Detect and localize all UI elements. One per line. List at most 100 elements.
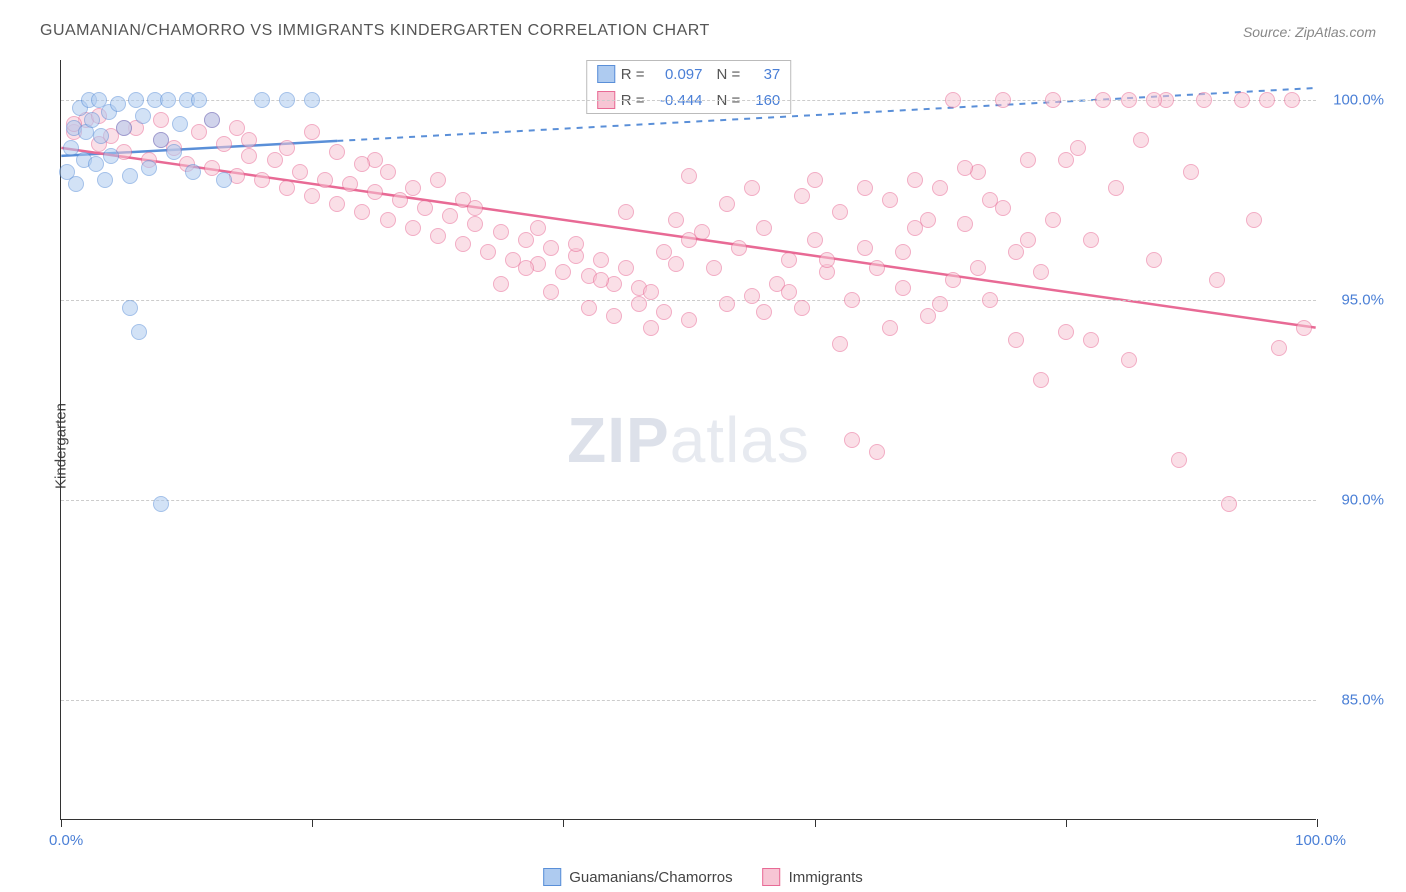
data-point: [907, 172, 923, 188]
data-point: [932, 180, 948, 196]
data-point: [122, 300, 138, 316]
x-tick-end: 100.0%: [1295, 832, 1346, 849]
data-point: [920, 308, 936, 324]
data-point: [380, 212, 396, 228]
data-point: [97, 172, 113, 188]
data-point: [1121, 92, 1137, 108]
legend-label: Immigrants: [789, 869, 863, 886]
data-point: [1045, 92, 1061, 108]
data-point: [405, 220, 421, 236]
data-point: [153, 496, 169, 512]
data-point: [1058, 324, 1074, 340]
data-point: [1108, 180, 1124, 196]
data-point: [329, 196, 345, 212]
data-point: [756, 304, 772, 320]
data-point: [744, 288, 760, 304]
data-point: [781, 284, 797, 300]
legend-label: Guamanians/Chamorros: [569, 869, 732, 886]
data-point: [1121, 352, 1137, 368]
data-point: [166, 144, 182, 160]
data-point: [229, 120, 245, 136]
data-point: [204, 160, 220, 176]
data-point: [945, 92, 961, 108]
data-point: [618, 204, 634, 220]
data-point: [668, 212, 684, 228]
data-point: [606, 308, 622, 324]
data-point: [153, 112, 169, 128]
x-tick: [815, 819, 816, 827]
data-point: [882, 320, 898, 336]
data-point: [643, 284, 659, 300]
data-point: [267, 152, 283, 168]
data-point: [153, 132, 169, 148]
data-point: [354, 204, 370, 220]
y-tick-label: 90.0%: [1341, 492, 1384, 509]
data-point: [1196, 92, 1212, 108]
data-point: [1209, 272, 1225, 288]
data-point: [945, 272, 961, 288]
data-point: [781, 252, 797, 268]
data-point: [882, 192, 898, 208]
x-tick-start: 0.0%: [49, 832, 83, 849]
data-point: [995, 92, 1011, 108]
data-point: [844, 432, 860, 448]
legend-r-value: 0.097: [651, 66, 703, 83]
data-point: [1146, 92, 1162, 108]
data-point: [518, 260, 534, 276]
data-point: [656, 244, 672, 260]
data-point: [93, 128, 109, 144]
gridline: [61, 500, 1316, 501]
data-point: [1271, 340, 1287, 356]
data-point: [530, 220, 546, 236]
data-point: [430, 172, 446, 188]
data-point: [581, 300, 597, 316]
data-point: [982, 192, 998, 208]
data-point: [920, 212, 936, 228]
data-point: [216, 172, 232, 188]
data-point: [131, 324, 147, 340]
data-point: [128, 92, 144, 108]
data-point: [656, 304, 672, 320]
data-point: [932, 296, 948, 312]
data-point: [430, 228, 446, 244]
data-point: [1171, 452, 1187, 468]
data-point: [794, 300, 810, 316]
data-point: [1296, 320, 1312, 336]
data-point: [84, 112, 100, 128]
data-point: [279, 180, 295, 196]
data-point: [1083, 232, 1099, 248]
data-point: [807, 172, 823, 188]
data-point: [467, 216, 483, 232]
data-point: [631, 296, 647, 312]
data-point: [68, 176, 84, 192]
data-point: [1183, 164, 1199, 180]
data-point: [1095, 92, 1111, 108]
data-point: [493, 224, 509, 240]
y-tick-label: 85.0%: [1341, 692, 1384, 709]
data-point: [292, 164, 308, 180]
data-point: [593, 252, 609, 268]
legend-item: Immigrants: [763, 868, 863, 886]
data-point: [719, 196, 735, 212]
plot-area: ZIPatlas R =0.097N =37R =-0.444N =160 0.…: [60, 60, 1316, 820]
data-point: [857, 240, 873, 256]
data-point: [1020, 152, 1036, 168]
data-point: [304, 188, 320, 204]
data-point: [957, 216, 973, 232]
data-point: [279, 140, 295, 156]
x-tick: [61, 819, 62, 827]
data-point: [442, 208, 458, 224]
x-tick: [1317, 819, 1318, 827]
source-label: Source: ZipAtlas.com: [1243, 24, 1376, 40]
data-point: [719, 296, 735, 312]
legend-swatch: [597, 65, 615, 83]
data-point: [555, 264, 571, 280]
data-point: [982, 292, 998, 308]
watermark: ZIPatlas: [567, 403, 810, 477]
y-tick-label: 100.0%: [1333, 92, 1384, 109]
data-point: [1083, 332, 1099, 348]
data-point: [844, 292, 860, 308]
data-point: [857, 180, 873, 196]
legend-swatch: [763, 868, 781, 886]
data-point: [1058, 152, 1074, 168]
